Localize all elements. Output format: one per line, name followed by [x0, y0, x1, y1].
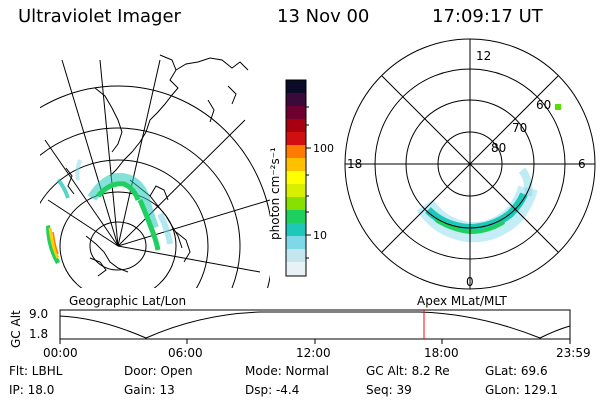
- mlt-label-12: 12: [476, 49, 491, 63]
- glat-field: GLat: 69.6: [485, 364, 548, 378]
- mlat-label-70: 70: [512, 121, 527, 135]
- left-panel-label: Geographic Lat/Lon: [69, 294, 187, 308]
- glon-field: GLon: 129.1: [485, 383, 558, 397]
- timeline-xtick-0: 00:00: [43, 346, 78, 360]
- mlat-label-60: 60: [536, 98, 551, 112]
- timeline-ytick-max: 9.0: [29, 307, 49, 321]
- right-panel-label: Apex MLat/MLT: [417, 294, 507, 308]
- colorbar-unit-label: photon cm⁻²s⁻¹: [268, 147, 282, 240]
- timeline-xtick-2: 12:00: [296, 346, 331, 360]
- timeline-ytick-min: 1.8: [29, 327, 49, 341]
- polar-plot: 12 18 6 0 60 70 80: [344, 38, 596, 290]
- mlt-label-0: 0: [466, 275, 474, 289]
- app-title: Ultraviolet Imager: [18, 6, 181, 27]
- timeline-ylabel: GC Alt: [9, 310, 23, 348]
- door-field: Door: Open: [124, 364, 193, 378]
- geographic-map: [40, 54, 270, 288]
- mode-field: Mode: Normal: [245, 364, 329, 378]
- timeline-xtick-3: 18:00: [424, 346, 459, 360]
- dsp-field: Dsp: -4.4: [245, 383, 300, 397]
- mlt-label-18: 18: [347, 157, 362, 171]
- timeline-xtick-1: 06:00: [168, 346, 203, 360]
- colorbar-tick-100: 100: [313, 142, 334, 155]
- filter-field: Flt: LBHL: [9, 364, 63, 378]
- colorbar-tick-10: 10: [313, 229, 327, 242]
- timeline-xtick-4: 23:59: [556, 346, 591, 360]
- gain-field: Gain: 13: [124, 383, 175, 397]
- ip-field: IP: 18.0: [9, 383, 55, 397]
- seq-field: Seq: 39: [366, 383, 412, 397]
- image-time: 17:09:17 UT: [432, 6, 543, 27]
- orbit-timeline: GC Alt: [9, 309, 571, 348]
- image-date: 13 Nov 00: [277, 6, 370, 27]
- mlat-label-80: 80: [491, 141, 506, 155]
- mlt-label-6: 6: [578, 157, 586, 171]
- colorbar: 100 10 photon cm⁻²s⁻¹: [268, 79, 334, 277]
- gc-alt-field: GC Alt: 8.2 Re: [366, 364, 450, 378]
